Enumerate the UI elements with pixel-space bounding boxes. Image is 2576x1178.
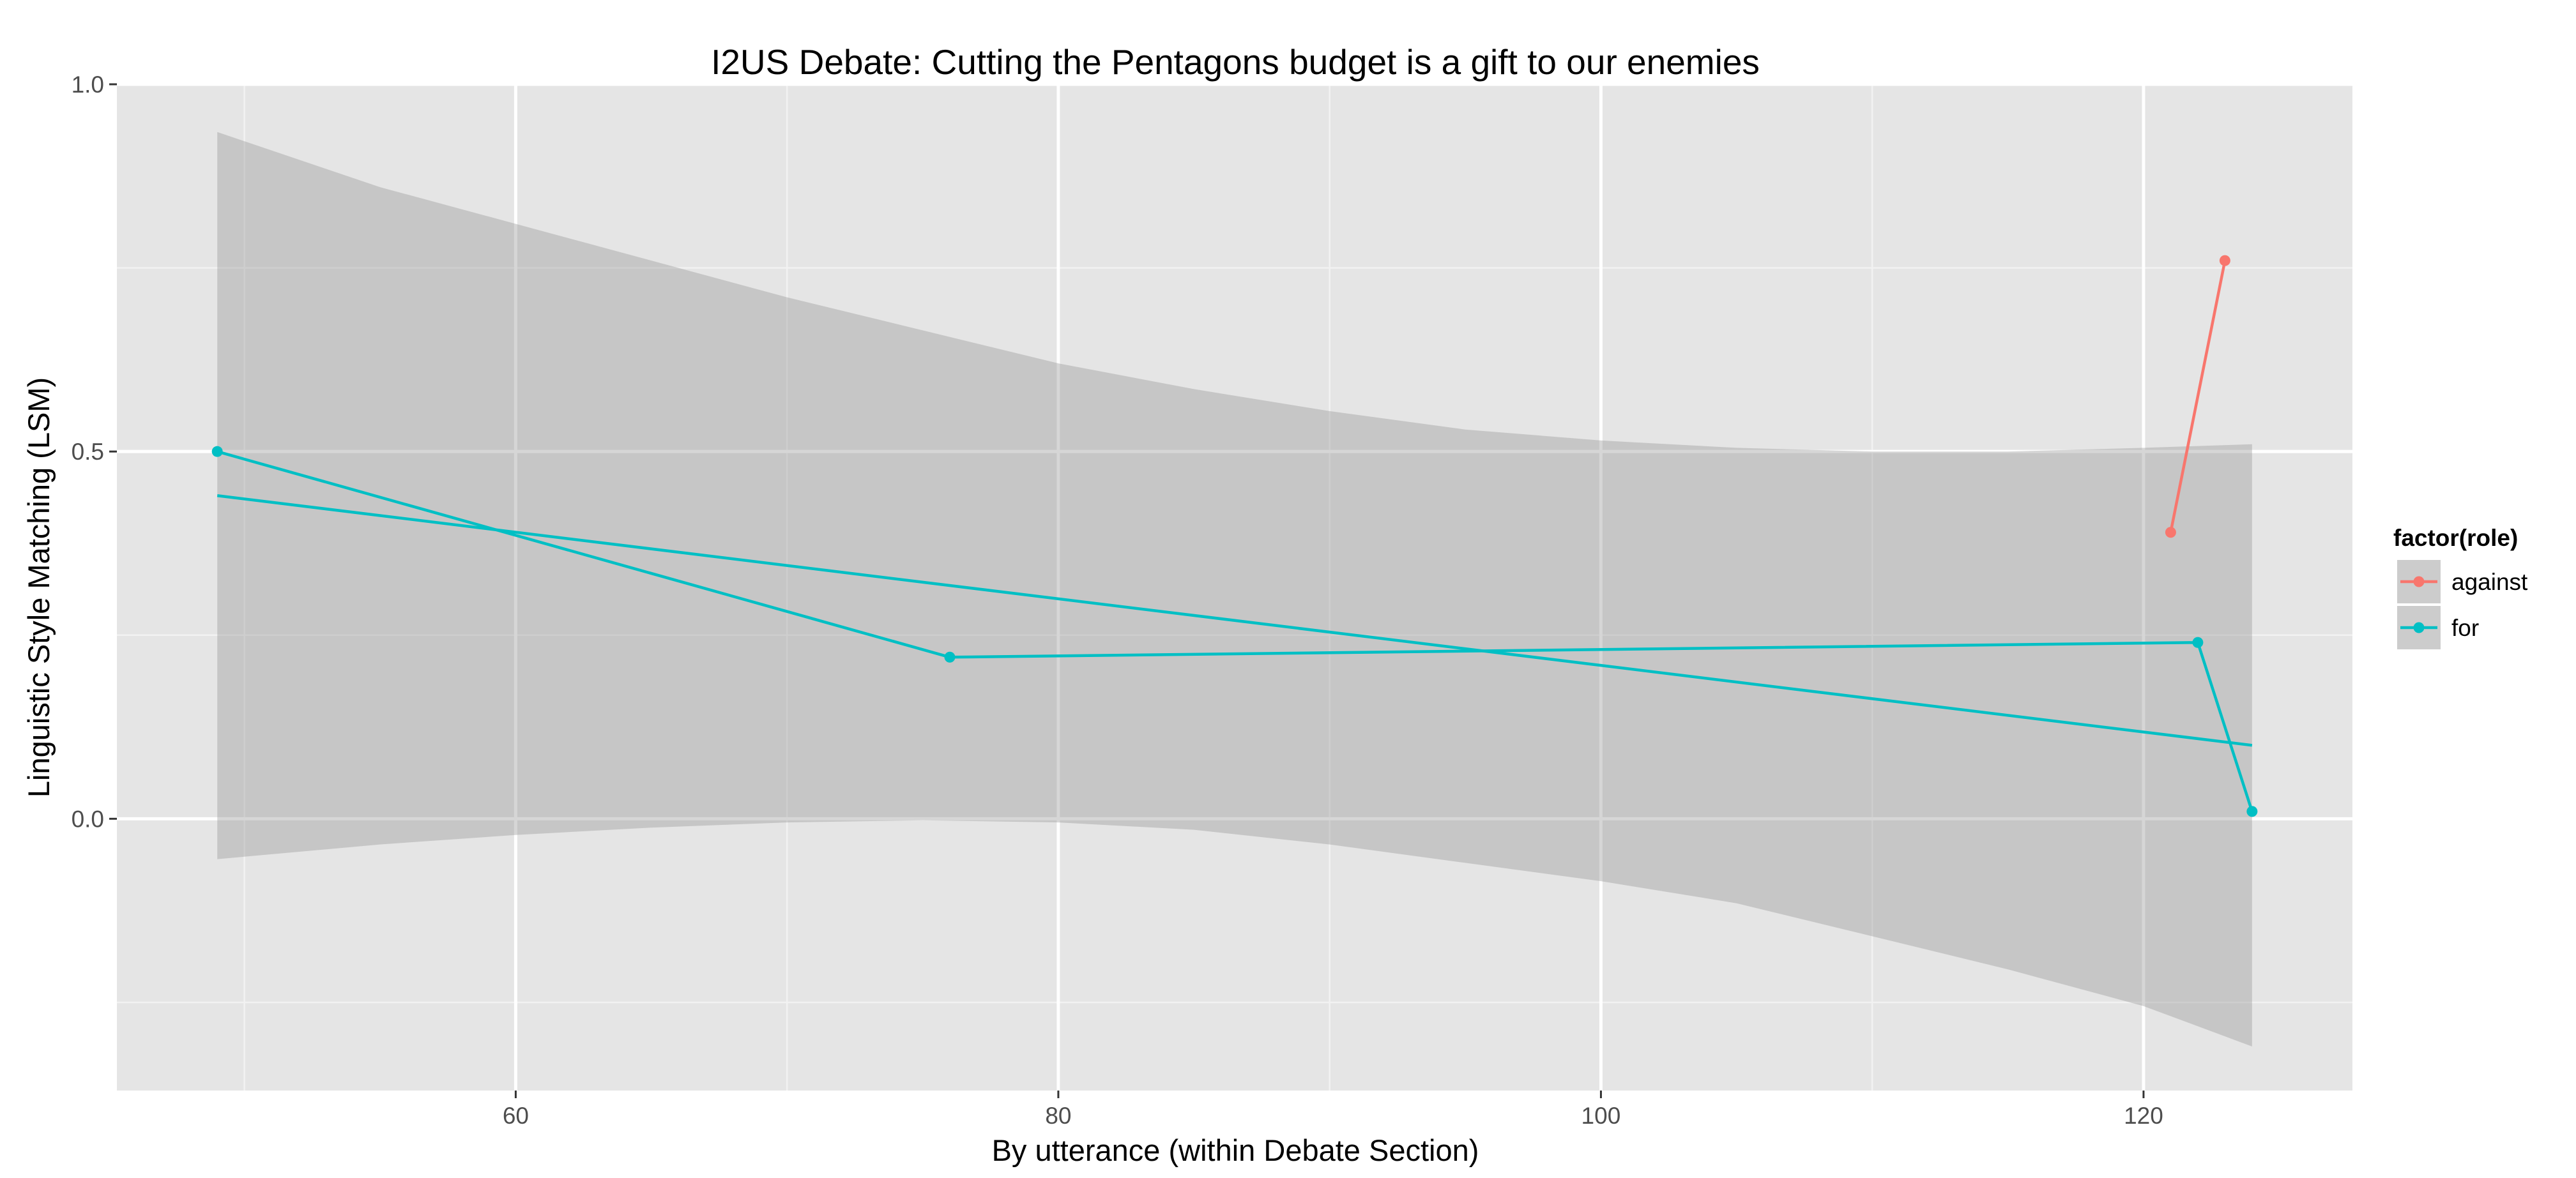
x-tick-label: 80 (1045, 1103, 1071, 1129)
chart-title: I2US Debate: Cutting the Pentagons budge… (711, 42, 1760, 82)
trend-line (217, 494, 2253, 747)
data-point-for (944, 651, 956, 663)
y-tick-label: 0.0 (72, 806, 104, 832)
legend-entry-for: for (2396, 605, 2479, 651)
plot-panel (117, 84, 2352, 1091)
x-tick-label: 60 (503, 1103, 529, 1129)
y-axis-label: Linguistic Style Matching (LSM) (22, 377, 56, 797)
data-point-for (2246, 806, 2258, 817)
data-point-for (2192, 637, 2204, 648)
legend-entry-against: against (2396, 559, 2528, 605)
legend-label: against (2451, 569, 2528, 595)
axis-ticks: 60 80 100 120 0.0 0.5 1.0 (72, 72, 2163, 1129)
confidence-band-area (217, 132, 2252, 1046)
x-tick-label: 120 (2124, 1103, 2163, 1129)
legend-key-point (2413, 576, 2425, 587)
legend-title: factor(role) (2393, 525, 2518, 551)
legend: factor(role) against for (2393, 525, 2528, 651)
grid-lines (117, 82, 2352, 1091)
data-point-for (211, 446, 223, 457)
y-tick-label: 1.0 (72, 72, 104, 98)
legend-key-point (2413, 622, 2425, 633)
data-point-against (2219, 255, 2230, 266)
confidence-band (217, 132, 2252, 1046)
data-point-against (2165, 527, 2176, 538)
series-line-for (217, 450, 2253, 812)
x-axis-label: By utterance (within Debate Section) (992, 1133, 1479, 1167)
series-line-against (2169, 260, 2227, 533)
x-tick-label: 100 (1581, 1103, 1621, 1129)
legend-label: for (2451, 615, 2479, 641)
series-layer (211, 255, 2258, 817)
y-tick-label: 0.5 (72, 439, 104, 465)
